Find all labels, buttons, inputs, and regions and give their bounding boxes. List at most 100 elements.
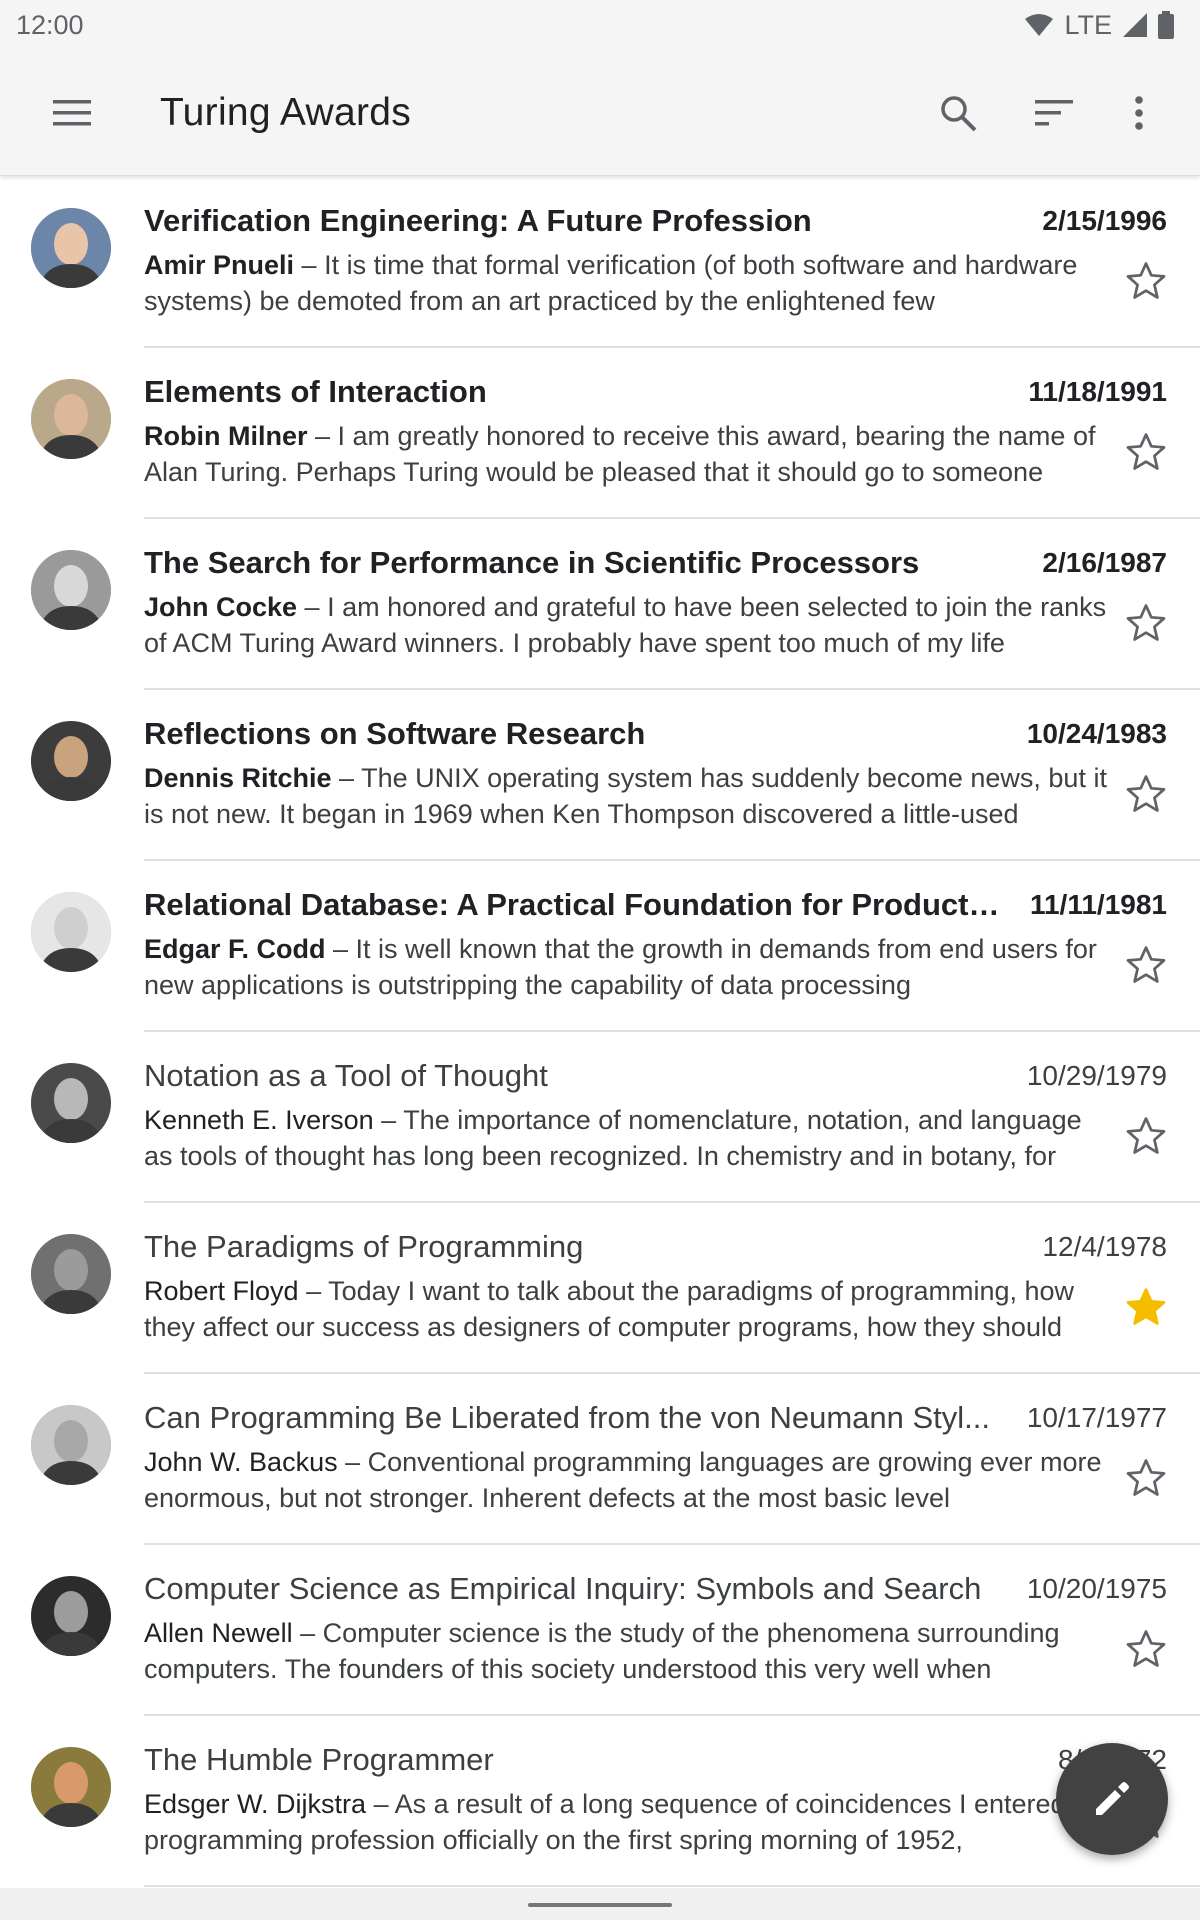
star-outline-icon[interactable] bbox=[1124, 1456, 1168, 1500]
avatar[interactable] bbox=[31, 208, 111, 288]
separator: – bbox=[337, 1447, 368, 1477]
home-handle[interactable] bbox=[528, 1903, 672, 1907]
app-bar: Turing Awards bbox=[0, 50, 1200, 176]
star-outline-icon[interactable] bbox=[1124, 943, 1168, 987]
avatar[interactable] bbox=[31, 1576, 111, 1656]
navigation-bar bbox=[0, 1888, 1200, 1920]
avatar[interactable] bbox=[31, 1063, 111, 1143]
message-sender: John Cocke bbox=[144, 592, 298, 622]
message-preview: John Cocke – I am honored and grateful t… bbox=[144, 589, 1112, 661]
separator: – bbox=[297, 592, 328, 622]
message-date: 10/24/1983 bbox=[1026, 718, 1167, 749]
status-bar: 12:00 LTE bbox=[0, 0, 1200, 50]
star-outline-icon[interactable] bbox=[1124, 1114, 1168, 1158]
star-outline-icon[interactable] bbox=[1124, 430, 1168, 474]
message-snippet: I am greatly honored to receive this awa… bbox=[144, 421, 1096, 487]
message-subject: Relational Database: A Practical Foundat… bbox=[144, 887, 1004, 922]
message-preview: Kenneth E. Iverson – The importance of n… bbox=[144, 1102, 1112, 1174]
signal-icon bbox=[1123, 13, 1147, 37]
separator: – bbox=[325, 934, 356, 964]
message-preview: John W. Backus – Conventional programmin… bbox=[144, 1444, 1112, 1516]
star-outline-icon[interactable] bbox=[1124, 772, 1168, 816]
list-item[interactable]: Reflections on Software Research 10/24/19… bbox=[0, 690, 1200, 861]
message-preview: Amir Pnueli – It is time that formal ver… bbox=[144, 247, 1112, 319]
avatar[interactable] bbox=[31, 721, 111, 801]
message-subject: Can Programming Be Liberated from the vo… bbox=[144, 1400, 991, 1435]
message-preview: Robin Milner – I am greatly honored to r… bbox=[144, 418, 1112, 490]
message-sender: Edsger W. Dijkstra bbox=[144, 1789, 367, 1819]
edit-icon bbox=[1096, 1782, 1129, 1815]
status-time: 12:00 bbox=[16, 9, 84, 40]
message-preview: Robert Floyd – Today I want to talk abou… bbox=[144, 1273, 1112, 1345]
more-vert-icon[interactable] bbox=[1111, 85, 1167, 141]
message-date: 11/11/1981 bbox=[1029, 889, 1167, 920]
message-subject: Computer Science as Empirical Inquiry: S… bbox=[144, 1571, 982, 1606]
message-sender: John W. Backus bbox=[144, 1447, 338, 1477]
avatar[interactable] bbox=[31, 1234, 111, 1314]
star-outline-icon[interactable] bbox=[1124, 259, 1168, 303]
list-item[interactable]: Can Programming Be Liberated from the vo… bbox=[0, 1374, 1200, 1545]
message-subject: Notation as a Tool of Thought bbox=[144, 1058, 548, 1093]
list-item[interactable]: The Search for Performance in Scientific… bbox=[0, 519, 1200, 690]
message-sender: Allen Newell bbox=[144, 1618, 293, 1648]
separator: – bbox=[292, 1618, 323, 1648]
message-subject: Elements of Interaction bbox=[144, 374, 487, 409]
separator: – bbox=[294, 250, 325, 280]
message-date: 2/16/1987 bbox=[1042, 547, 1167, 578]
message-preview: Dennis Ritchie – The UNIX operating syst… bbox=[144, 760, 1112, 832]
message-snippet: Computer science is the study of the phe… bbox=[144, 1618, 1060, 1684]
search-icon[interactable] bbox=[930, 85, 986, 141]
message-sender: Kenneth E. Iverson bbox=[144, 1105, 374, 1135]
message-date: 10/17/1977 bbox=[1026, 1402, 1167, 1433]
message-preview: Edgar F. Codd – It is well known that th… bbox=[144, 931, 1112, 1003]
separator: – bbox=[373, 1105, 404, 1135]
message-snippet: It is time that formal verification (of … bbox=[144, 250, 1078, 316]
avatar[interactable] bbox=[31, 550, 111, 630]
menu-icon[interactable] bbox=[44, 85, 100, 141]
message-snippet: As a result of a long sequence of coinci… bbox=[144, 1789, 1111, 1855]
star-outline-icon[interactable] bbox=[1124, 1627, 1168, 1671]
list-item[interactable]: The Paradigms of Programming 12/4/1978 Rob… bbox=[0, 1203, 1200, 1374]
avatar[interactable] bbox=[31, 1747, 111, 1827]
message-snippet: The UNIX operating system has suddenly b… bbox=[144, 763, 1107, 829]
message-subject: The Humble Programmer bbox=[144, 1742, 494, 1777]
list-item[interactable]: Elements of Interaction 11/18/1991 Robin M… bbox=[0, 348, 1200, 519]
list-item[interactable]: Relational Database: A Practical Foundat… bbox=[0, 861, 1200, 1032]
page-title: Turing Awards bbox=[160, 90, 412, 134]
message-sender: Robin Milner bbox=[144, 421, 308, 451]
compose-fab[interactable] bbox=[1056, 1743, 1168, 1855]
message-list: Verification Engineering: A Future Profe… bbox=[0, 177, 1200, 1888]
message-sender: Edgar F. Codd bbox=[144, 934, 326, 964]
message-preview: Edsger W. Dijkstra – As a result of a lo… bbox=[144, 1786, 1112, 1858]
battery-icon bbox=[1158, 11, 1174, 39]
separator: – bbox=[298, 1276, 329, 1306]
star-outline-icon[interactable] bbox=[1124, 601, 1168, 645]
list-item[interactable]: The Humble Programmer8/6/1972Edsger W. D… bbox=[0, 1716, 1200, 1887]
message-snippet: Conventional programming languages are g… bbox=[144, 1447, 1102, 1513]
message-date: 2/15/1996 bbox=[1042, 205, 1167, 236]
message-sender: Robert Floyd bbox=[144, 1276, 299, 1306]
network-type: LTE bbox=[1064, 9, 1112, 40]
sort-icon[interactable] bbox=[1026, 85, 1082, 141]
avatar[interactable] bbox=[31, 892, 111, 972]
message-sender: Dennis Ritchie bbox=[144, 763, 332, 793]
message-snippet: The importance of nomenclature, notation… bbox=[144, 1105, 1082, 1171]
avatar[interactable] bbox=[31, 1405, 111, 1485]
list-item[interactable]: Computer Science as Empirical Inquiry: S… bbox=[0, 1545, 1200, 1716]
message-date: 10/20/1975 bbox=[1026, 1573, 1167, 1604]
message-subject: The Search for Performance in Scientific… bbox=[144, 545, 920, 580]
separator: – bbox=[331, 763, 362, 793]
list-item[interactable]: Notation as a Tool of Thought 10/29/1979 K… bbox=[0, 1032, 1200, 1203]
message-snippet: It is well known that the growth in dema… bbox=[144, 934, 1097, 1000]
message-subject: The Paradigms of Programming bbox=[144, 1229, 584, 1264]
avatar[interactable] bbox=[31, 379, 111, 459]
status-icons: LTE bbox=[1024, 10, 1174, 41]
wifi-icon bbox=[1025, 14, 1054, 36]
separator: – bbox=[307, 421, 338, 451]
message-date: 12/4/1978 bbox=[1042, 1231, 1167, 1262]
star-filled-icon[interactable] bbox=[1124, 1285, 1168, 1329]
list-item[interactable]: Verification Engineering: A Future Profe… bbox=[0, 177, 1200, 348]
message-snippet: I am honored and grateful to have been s… bbox=[144, 592, 1107, 658]
message-subject: Verification Engineering: A Future Profe… bbox=[144, 203, 812, 238]
message-preview: Allen Newell – Computer science is the s… bbox=[144, 1615, 1112, 1687]
